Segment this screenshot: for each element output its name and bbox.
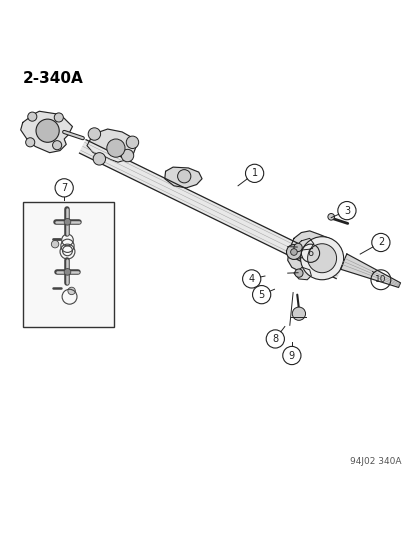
Circle shape	[88, 128, 100, 140]
Circle shape	[292, 307, 305, 320]
Circle shape	[52, 141, 62, 150]
Text: 94J02 340A: 94J02 340A	[349, 457, 401, 466]
Text: 6: 6	[307, 248, 313, 259]
Circle shape	[64, 219, 71, 225]
Text: 4: 4	[248, 274, 254, 284]
Circle shape	[300, 237, 343, 280]
Circle shape	[293, 244, 301, 252]
Polygon shape	[339, 254, 399, 287]
Circle shape	[54, 113, 63, 122]
Text: 2-340A: 2-340A	[23, 71, 83, 86]
Circle shape	[294, 269, 302, 277]
Text: 10: 10	[374, 275, 386, 284]
Polygon shape	[21, 111, 72, 152]
Circle shape	[36, 119, 59, 142]
Text: 5: 5	[258, 289, 264, 300]
Circle shape	[28, 112, 37, 121]
Text: 3: 3	[343, 206, 349, 216]
Circle shape	[64, 269, 71, 275]
Text: 8: 8	[272, 334, 278, 344]
Circle shape	[286, 245, 301, 260]
Circle shape	[68, 287, 75, 295]
Polygon shape	[287, 231, 339, 276]
Polygon shape	[295, 238, 313, 250]
Polygon shape	[79, 140, 342, 279]
Polygon shape	[87, 129, 136, 162]
Polygon shape	[164, 167, 202, 188]
Circle shape	[126, 136, 138, 149]
Polygon shape	[293, 268, 311, 280]
Circle shape	[307, 244, 336, 273]
Circle shape	[177, 169, 190, 183]
Circle shape	[51, 240, 59, 248]
Circle shape	[107, 139, 125, 157]
Text: 9: 9	[288, 351, 294, 360]
Circle shape	[121, 149, 133, 161]
Circle shape	[290, 249, 297, 255]
Text: 2: 2	[377, 238, 383, 247]
Circle shape	[26, 138, 35, 147]
Circle shape	[93, 152, 105, 165]
Text: 1: 1	[251, 168, 257, 179]
Circle shape	[327, 214, 334, 220]
Bar	[23, 203, 114, 327]
Text: 7: 7	[61, 183, 67, 193]
